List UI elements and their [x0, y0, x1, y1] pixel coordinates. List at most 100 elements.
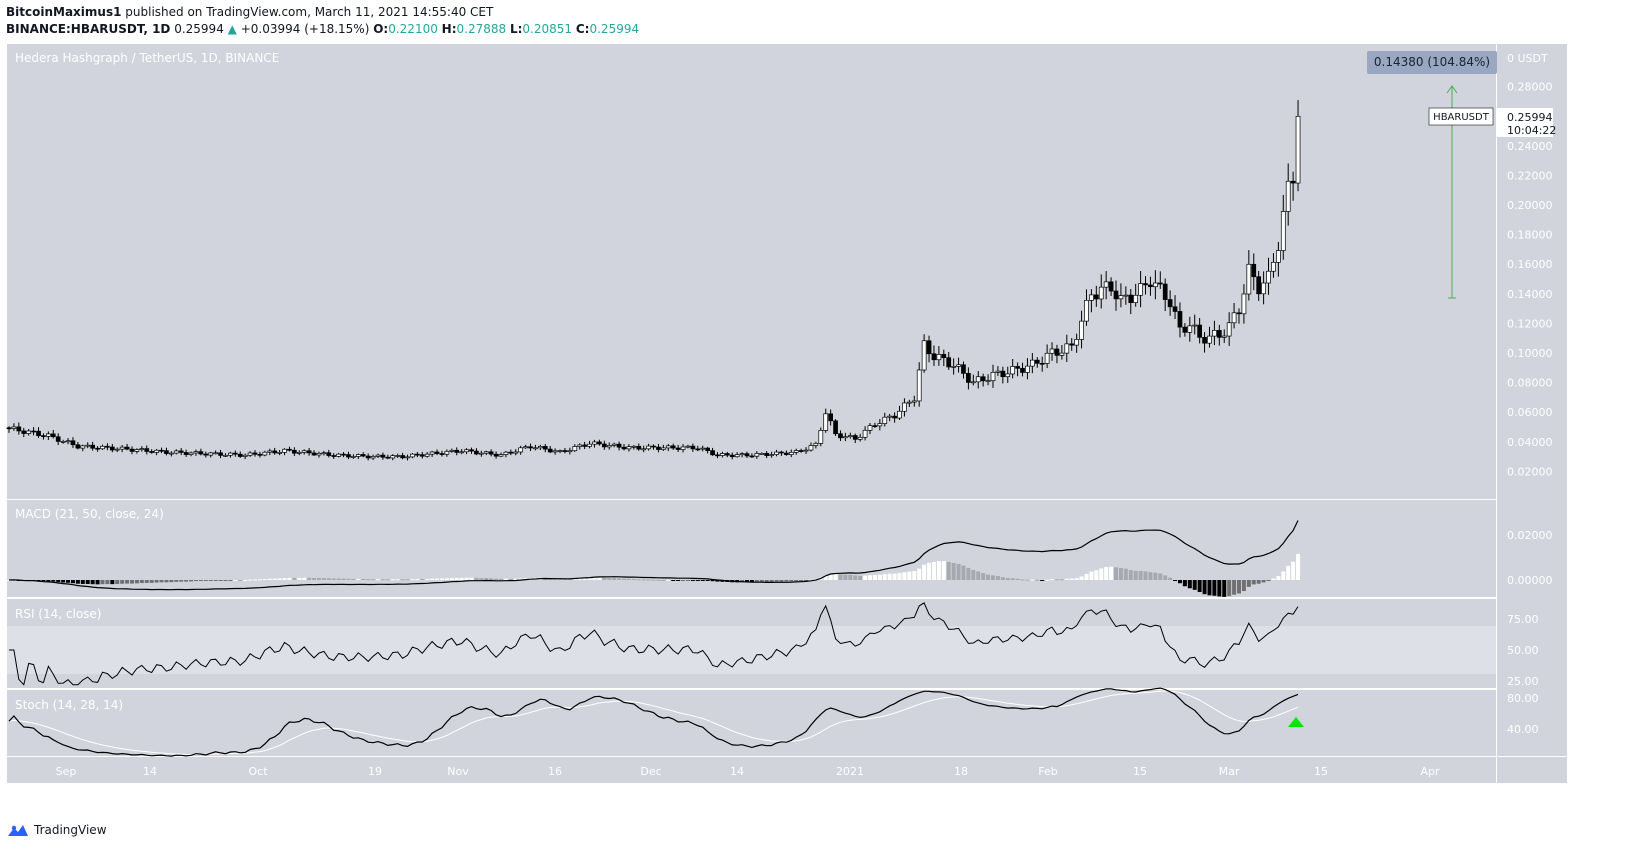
candle	[547, 445, 553, 454]
macd-histogram-bar	[794, 580, 799, 581]
candle	[400, 452, 405, 460]
macd-histogram-bar	[184, 580, 189, 582]
candle	[784, 450, 789, 456]
author-name[interactable]: BitcoinMaximus1	[6, 5, 122, 19]
candle-body	[729, 454, 735, 458]
candle-body	[178, 450, 184, 453]
candle-body	[114, 448, 120, 451]
x-tick-labels: Sep 14 Oct 19 Nov 16 Dec 14 2021 18 Feb 15 Mar 15 Apr	[56, 765, 1440, 778]
macd-histogram-bar	[454, 577, 459, 580]
macd-histogram-bar	[710, 580, 715, 582]
candle	[961, 361, 966, 379]
macd-histogram-bar	[1138, 570, 1143, 580]
candle-body	[749, 455, 755, 458]
candle-body	[734, 454, 740, 458]
candle	[424, 451, 430, 458]
macd-histogram-bar	[134, 580, 139, 584]
macd-histogram-bar	[523, 578, 528, 580]
candle-body	[1182, 326, 1188, 333]
macd-histogram-bar	[1163, 575, 1168, 580]
candle	[528, 443, 533, 452]
macd-histogram-bar	[813, 579, 818, 581]
macd-histogram-bar	[302, 577, 307, 580]
candle-body	[154, 449, 159, 453]
macd-histogram-bar	[326, 578, 331, 580]
candle	[1030, 352, 1035, 374]
candle-body	[429, 451, 435, 455]
candle-body	[931, 353, 937, 361]
macd-histogram-bar	[503, 578, 508, 580]
candle-body	[547, 448, 553, 453]
macd-histogram-bar	[538, 577, 543, 580]
macd-histogram-bar	[799, 580, 804, 581]
candle-body	[1025, 365, 1030, 373]
candle-body	[592, 441, 597, 445]
candle	[60, 439, 66, 444]
candle-body	[1098, 286, 1104, 300]
axis-top-label: 0 USDT	[1507, 52, 1548, 65]
candle-body	[1285, 180, 1291, 212]
candle	[1187, 316, 1193, 342]
candle-body	[715, 454, 720, 457]
candle-body	[198, 451, 204, 455]
candle	[661, 444, 666, 451]
candle-body	[232, 452, 238, 455]
macd-histogram-bar	[484, 578, 489, 580]
candle	[95, 446, 100, 452]
candle	[390, 454, 396, 461]
macd-histogram-bar	[848, 574, 853, 580]
macd-histogram-bar	[597, 577, 602, 580]
candle	[911, 395, 917, 407]
candle	[1103, 271, 1109, 300]
macd-histogram-bar	[858, 575, 863, 580]
candle	[1098, 274, 1104, 309]
candle-body	[282, 448, 287, 453]
candle-body	[1108, 281, 1114, 292]
candle-body	[242, 454, 248, 457]
candle	[523, 444, 528, 449]
candle-body	[75, 444, 81, 449]
macd-histogram-bar	[51, 580, 56, 582]
candle-body	[1231, 312, 1237, 324]
macd-histogram-bar	[218, 580, 223, 581]
macd-histogram-bar	[927, 562, 932, 580]
candle	[1226, 312, 1232, 346]
tradingview-footer[interactable]: TradingView	[6, 822, 107, 838]
candle	[818, 427, 824, 447]
macd-histogram-bar	[1104, 566, 1109, 580]
candle-body	[1271, 261, 1276, 272]
candle	[80, 444, 86, 452]
macd-histogram-bar	[287, 577, 292, 580]
candle	[282, 448, 287, 456]
candle-body	[95, 447, 100, 450]
candle-body	[587, 443, 592, 447]
candle	[444, 449, 450, 457]
macd-histogram-bar	[380, 579, 385, 581]
candle	[1251, 253, 1257, 291]
candle-body	[990, 371, 996, 382]
candle	[1015, 362, 1020, 377]
candle	[459, 449, 464, 455]
candle	[301, 449, 307, 455]
candle	[1143, 276, 1148, 295]
candle-body	[626, 446, 632, 450]
macd-tick-label: 0.00000	[1507, 574, 1553, 587]
candle-body	[70, 440, 76, 446]
candle	[916, 362, 922, 407]
candle-body	[1103, 281, 1109, 288]
candle-body	[1000, 370, 1006, 378]
candle-body	[759, 453, 765, 455]
candle	[1034, 357, 1040, 368]
candle	[538, 444, 543, 451]
candle-body	[1187, 325, 1193, 333]
macd-histogram-bar	[946, 561, 951, 580]
macd-histogram-bar	[154, 580, 159, 583]
macd-histogram-bar	[105, 580, 110, 585]
macd-histogram-bar	[661, 579, 666, 581]
ohlc-line: BINANCE:HBARUSDT, 1D 0.25994 ▲ +0.03994 …	[6, 22, 639, 36]
price-tick-label: 0.10000	[1507, 347, 1553, 360]
candle	[464, 448, 469, 455]
tradingview-brand: TradingView	[34, 823, 107, 837]
macd-histogram-bar	[1020, 579, 1025, 581]
